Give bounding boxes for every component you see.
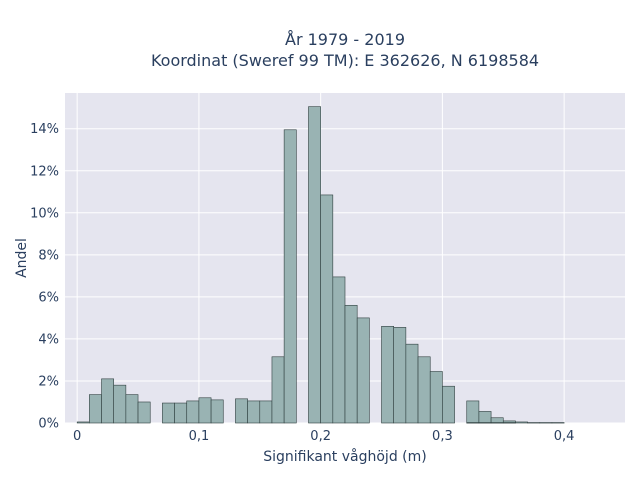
- chart-subtitle: Koordinat (Sweref 99 TM): E 362626, N 61…: [151, 51, 539, 70]
- histogram-bar-10: [198, 397, 212, 424]
- histogram-bar-17: [283, 129, 297, 424]
- histogram-bar-7: [162, 402, 175, 424]
- histogram-bar-16: [271, 356, 285, 424]
- y-axis-label: Andel: [14, 238, 30, 278]
- histogram-bar-3: [113, 384, 127, 424]
- y-tick-label-5: 10%: [30, 206, 59, 221]
- y-tick-labels: 0% 2% 4% 6% 8% 10% 12% 14%: [30, 122, 59, 431]
- histogram-bar-22: [344, 304, 358, 424]
- y-tick-label-3: 6%: [38, 290, 59, 305]
- histogram-bar-9: [186, 400, 200, 424]
- histogram-bar-2: [101, 378, 114, 424]
- y-tick-label-0: 0%: [38, 417, 59, 432]
- histogram-bar-23: [356, 317, 370, 424]
- x-tick-label-0: 0: [73, 429, 81, 444]
- histogram-bar-15: [259, 400, 273, 424]
- y-tick-label-1: 2%: [38, 374, 59, 389]
- histogram-bar-19: [308, 106, 321, 424]
- histogram-bar-0: [76, 421, 90, 424]
- histogram-tail-bar-6: [551, 422, 565, 424]
- histogram-bar-26: [393, 327, 407, 424]
- y-tick-label-4: 8%: [38, 248, 59, 263]
- y-tick-label-7: 14%: [30, 122, 59, 137]
- histogram-bar-30: [442, 385, 455, 424]
- histogram-bar-34: [490, 417, 504, 424]
- chart-title: År 1979 - 2019: [285, 30, 405, 49]
- x-tick-label-1: 0,1: [189, 429, 210, 444]
- x-tick-label-3: 0,3: [432, 429, 453, 444]
- histogram-bar-14: [247, 400, 261, 424]
- histogram-bar-5: [137, 401, 151, 424]
- histogram-bar-21: [332, 276, 346, 424]
- histogram-bar-29: [429, 371, 443, 424]
- histogram-bar-4: [125, 394, 139, 424]
- histogram-bar-8: [174, 402, 188, 424]
- histogram-tail-bar-5: [539, 422, 553, 424]
- histogram-tail-bar-2: [490, 422, 504, 424]
- histogram-bar-33: [478, 411, 492, 424]
- histogram-bar-32: [466, 400, 480, 424]
- histogram-bar-28: [417, 356, 431, 424]
- histogram-tail-bar-3: [502, 422, 516, 424]
- x-tick-label-2: 0,2: [310, 429, 331, 444]
- y-tick-label-6: 12%: [30, 164, 59, 179]
- y-tick-label-2: 4%: [38, 332, 59, 347]
- bars: [76, 106, 565, 424]
- histogram-tail-bar-4: [527, 422, 541, 424]
- histogram-tail-bar-1: [478, 422, 492, 424]
- histogram-bar-27: [405, 343, 419, 424]
- histogram-bar-11: [210, 399, 224, 424]
- histogram-bar-13: [235, 398, 248, 424]
- histogram-bar-25: [381, 326, 394, 424]
- histogram-bar-36: [515, 421, 528, 424]
- x-axis-label: Signifikant våghöjd (m): [263, 448, 426, 465]
- x-tick-label-4: 0,4: [554, 429, 575, 444]
- x-tick-labels: 0 0,1 0,2 0,3 0,4: [73, 429, 574, 444]
- histogram-bar-20: [320, 194, 334, 424]
- histogram-tail-bar-0: [466, 422, 480, 424]
- histogram-bar-1: [89, 394, 102, 424]
